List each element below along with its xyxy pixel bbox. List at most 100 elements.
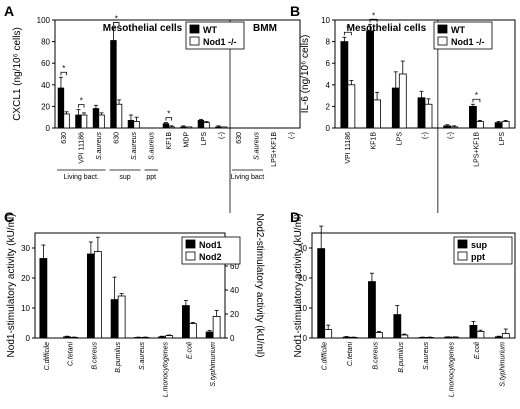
bar-nod1: [86, 253, 95, 339]
bar-nod1: [158, 336, 167, 339]
bar-wt: [469, 106, 477, 129]
significance-bracket: [369, 18, 378, 23]
bar-ppt: [375, 332, 383, 339]
category-label: LPS: [201, 132, 208, 146]
section-header: Mesothelial cells: [347, 23, 427, 34]
panel-b: B 0 2 4 6 8 10 IL-6 (ng/10⁶ cells) Mesothelial c…: [290, 3, 516, 213]
bar-sup: [368, 281, 376, 339]
y-tick-label: 80: [41, 38, 50, 47]
bar-sup: [494, 336, 503, 339]
bar-nod1: [110, 299, 119, 339]
category-label: (-): [422, 132, 429, 139]
y2-tick-label: 0: [230, 334, 235, 343]
y2-tick-label: 20: [230, 310, 239, 319]
bar-nod1: [39, 258, 48, 339]
category-label: S.aureus: [96, 132, 103, 161]
bar-nod1: [185, 126, 193, 129]
category-label: E.coli: [186, 342, 193, 360]
legend-swatch: [437, 36, 448, 46]
category-label: S.aureus: [423, 342, 430, 371]
bar-nod1: [98, 114, 105, 129]
y-tick-label: 40: [41, 81, 50, 90]
panel-a: A 0 20 40 60 80 100 CXCL1 (ng/10⁶ cells) Mesothe…: [4, 3, 301, 213]
significance-bracket: [472, 98, 481, 103]
category-label: C.tetani: [68, 342, 75, 367]
section-header: Mesothelial cells: [103, 23, 183, 34]
y-tick-label: 10: [321, 16, 330, 25]
bar-nod2: [212, 315, 221, 339]
legend-label: Nod1 -/-: [451, 37, 485, 47]
category-label: B.pumilus: [115, 342, 122, 373]
bar-wt: [57, 87, 65, 129]
bar-wt: [127, 120, 135, 129]
bar-ppt: [451, 336, 459, 339]
bar-nod1: [450, 126, 459, 129]
bar-nod2: [93, 251, 102, 339]
category-label: B.cereus: [372, 342, 379, 370]
category-label: S.typhimurium: [499, 342, 506, 387]
y-tick-label: 30: [298, 244, 307, 253]
bar-sup: [393, 314, 402, 339]
bar-wt: [92, 108, 100, 129]
bar-wt: [75, 114, 82, 129]
y-tick-label: 10: [298, 304, 307, 313]
legend-label: ppt: [471, 252, 485, 262]
bar-sup: [317, 248, 326, 339]
y-axis-title: CXCL1 (ng/10⁶ cells): [12, 27, 23, 121]
group-label: sup: [119, 174, 130, 181]
bar-wt: [180, 126, 187, 129]
significance-star: *: [167, 110, 170, 119]
y2-tick-label: 60: [230, 262, 239, 271]
y-tick-label: 10: [21, 304, 30, 313]
bar-sup: [469, 324, 478, 339]
category-label: 630: [113, 132, 120, 144]
panel-letter: A: [4, 3, 14, 19]
significance-star: *: [80, 97, 83, 106]
group-label: ppt: [146, 174, 156, 181]
panel-letter: C: [4, 209, 14, 225]
bar-nod1: [168, 126, 175, 129]
y-tick-label: 6: [326, 59, 331, 68]
bar-nod1: [347, 84, 356, 129]
category-label: 630: [61, 132, 68, 144]
y-tick-label: 0: [303, 334, 308, 343]
bar-nod2: [117, 295, 126, 339]
y-tick-label: 20: [41, 102, 50, 111]
category-label: (-): [218, 132, 225, 139]
legend-label: WT: [451, 25, 465, 35]
bar-wt: [162, 123, 170, 129]
bar-nod1: [181, 305, 190, 339]
legend-swatch: [189, 24, 200, 34]
y2-tick-label: 40: [230, 286, 239, 295]
bar-nod1: [205, 331, 214, 339]
y-axis-title: Nod1-stimulatory activity (kU/ml): [293, 214, 304, 358]
bar-nod1: [476, 121, 484, 129]
category-label: S.aureus: [139, 342, 146, 371]
category-label: 630: [236, 132, 243, 144]
category-label: C.difficile: [44, 342, 51, 371]
bar-nod2: [70, 336, 79, 339]
category-label: B.cereus: [91, 342, 98, 370]
bar-ppt: [476, 330, 485, 339]
legend-swatch: [457, 251, 468, 261]
significance-bracket: [343, 31, 352, 36]
category-label: VPI 11186: [345, 132, 352, 164]
bar-wt: [494, 122, 503, 129]
bar-nod1: [115, 103, 123, 129]
bar-wt: [417, 97, 426, 129]
legend-label: Nod2: [199, 252, 222, 262]
legend-swatch: [457, 239, 468, 249]
bar-nod2: [141, 336, 150, 339]
significance-star: *: [475, 91, 478, 100]
y2-axis-title: Nod2-stimulatory activity (kU/ml): [254, 214, 265, 358]
bar-nod2: [165, 335, 174, 339]
significance-bracket: [78, 104, 85, 108]
section-header: BMM: [253, 23, 277, 34]
significance-bracket: [60, 71, 67, 76]
bar-ppt: [324, 329, 333, 339]
category-label: B.pumilus: [398, 342, 405, 373]
category-label: S.typhimurium: [210, 342, 217, 387]
category-label: E.coli: [474, 342, 481, 360]
category-label: VPI 11186: [78, 132, 85, 164]
significance-bracket: [165, 117, 172, 121]
